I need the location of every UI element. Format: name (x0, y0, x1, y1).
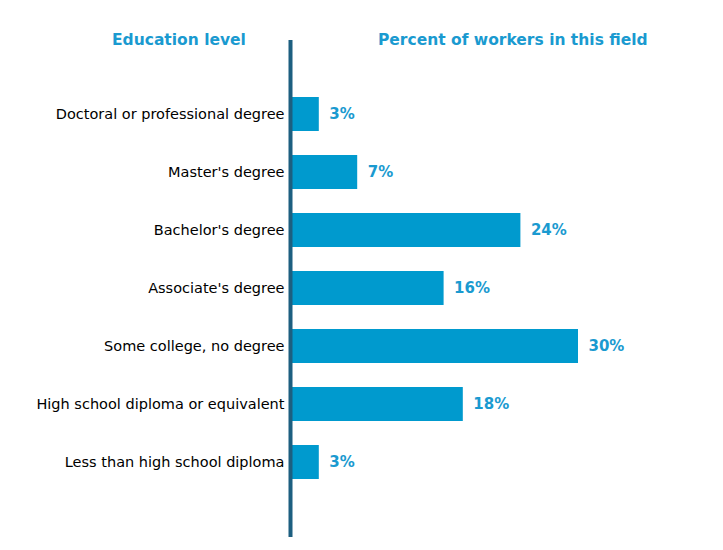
svg-text:Some college, no degree: Some college, no degree (104, 338, 284, 354)
svg-text:7%: 7% (368, 163, 393, 181)
svg-text:Master's degree: Master's degree (168, 164, 285, 180)
svg-text:Associate's degree: Associate's degree (148, 280, 284, 296)
svg-text:Less than high school diploma: Less than high school diploma (65, 454, 285, 470)
svg-text:Doctoral or professional degre: Doctoral or professional degree (56, 106, 285, 122)
svg-text:24%: 24% (531, 221, 567, 239)
svg-text:High school diploma or equival: High school diploma or equivalent (36, 396, 284, 412)
svg-text:30%: 30% (589, 337, 625, 355)
svg-text:18%: 18% (473, 395, 509, 413)
svg-text:3%: 3% (329, 453, 354, 471)
html-text:Education level: Education level (112, 31, 246, 49)
svg-text:3%: 3% (329, 105, 354, 123)
svg-text:16%: 16% (454, 279, 490, 297)
svg-text:Bachelor's degree: Bachelor's degree (154, 222, 285, 238)
html-text:Percent of workers in this fie: Percent of workers in this field (378, 31, 648, 49)
